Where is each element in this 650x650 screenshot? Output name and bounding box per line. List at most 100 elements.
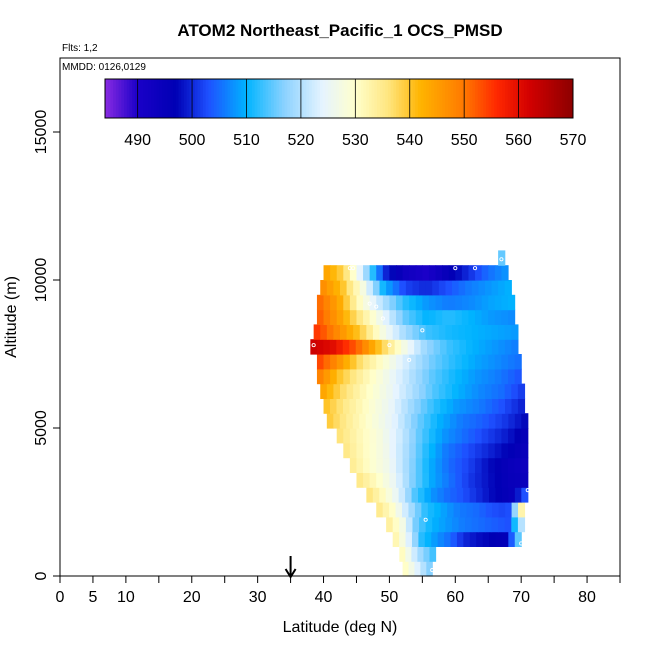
heatmap-cell xyxy=(421,502,429,518)
heatmap-cell xyxy=(469,413,477,429)
heatmap-cell xyxy=(365,413,373,429)
heatmap-cell xyxy=(438,383,447,399)
heatmap-cell xyxy=(412,324,420,340)
colorbar-swatch xyxy=(287,79,291,118)
heatmap-cell xyxy=(501,354,509,370)
colorbar-swatch xyxy=(385,79,389,118)
colorbar-swatch xyxy=(398,79,403,118)
heatmap-cell xyxy=(417,546,425,562)
colorbar-swatch xyxy=(105,79,109,118)
heatmap-cell xyxy=(343,309,351,325)
colorbar-swatch xyxy=(249,79,253,118)
colorbar-swatch xyxy=(192,79,196,118)
heatmap-cell xyxy=(504,383,512,399)
heatmap-cell xyxy=(508,472,516,488)
heatmap-cell xyxy=(482,487,490,503)
heatmap-cell xyxy=(409,457,417,473)
colorbar-swatch xyxy=(143,79,147,118)
heatmap-cell xyxy=(444,531,452,547)
colorbar-swatch xyxy=(341,79,345,118)
colorbar-swatch xyxy=(513,79,517,118)
heatmap-cell xyxy=(396,457,404,473)
points-layer xyxy=(311,257,530,573)
heatmap-cell xyxy=(445,383,453,399)
colorbar-swatch xyxy=(110,79,114,118)
heatmap-cell xyxy=(488,428,496,444)
colorbar-swatch xyxy=(202,79,207,118)
heatmap-cell xyxy=(521,413,529,429)
heatmap-cell xyxy=(514,457,522,473)
colorbar-swatch xyxy=(251,79,256,118)
colorbar-swatch xyxy=(339,79,343,118)
heatmap-cell xyxy=(369,472,377,488)
colorbar-swatch xyxy=(178,79,182,118)
heatmap-cell xyxy=(411,413,419,429)
heatmap-cell xyxy=(376,502,384,518)
heatmap-cell xyxy=(475,354,483,370)
heatmap-cell xyxy=(391,413,399,429)
heatmap-cell xyxy=(388,398,396,414)
heatmap-cell xyxy=(405,487,413,503)
heatmap-cell xyxy=(482,531,490,547)
colorbar-swatch xyxy=(477,79,481,118)
heatmap-cell xyxy=(442,472,450,488)
heatmap-cell xyxy=(376,457,384,473)
heatmap-cell xyxy=(514,487,522,503)
heatmap-cell xyxy=(468,294,476,311)
heatmap-cell xyxy=(369,457,377,473)
heatmap-cell xyxy=(450,531,458,547)
heatmap-cell xyxy=(376,294,384,311)
heatmap-cell xyxy=(382,354,391,370)
colorbar-swatch xyxy=(368,79,373,118)
colorbar-swatch xyxy=(532,79,536,118)
heatmap-cell xyxy=(402,472,410,488)
colorbar-swatch xyxy=(515,79,520,118)
heatmap-cell xyxy=(316,339,324,355)
heatmap-cell xyxy=(381,339,389,355)
heatmap-cell xyxy=(521,428,529,444)
heatmap-cell xyxy=(445,280,453,296)
heatmap-cell xyxy=(320,324,328,340)
colorbar-tick-label: 510 xyxy=(233,132,260,149)
heatmap-cell xyxy=(511,339,519,355)
heatmap-cell xyxy=(494,265,503,281)
heatmap-cell xyxy=(424,531,432,547)
heatmap-cell xyxy=(468,265,476,281)
heatmap-cell xyxy=(432,280,440,296)
colorbar-swatch xyxy=(510,79,514,118)
data-point xyxy=(499,257,504,262)
heatmap-cell xyxy=(386,324,394,340)
heatmap-cell xyxy=(379,487,387,503)
heatmap-cell xyxy=(409,428,417,444)
heatmap-cell xyxy=(428,294,437,311)
heatmap-cell xyxy=(479,398,487,414)
data-point xyxy=(380,316,385,321)
colorbar-swatch xyxy=(183,79,188,118)
heatmap-cell xyxy=(376,354,384,370)
heatmap-cell xyxy=(428,472,437,488)
heatmap-cell xyxy=(475,413,483,429)
heatmap-cell xyxy=(343,294,351,311)
heatmap-cell xyxy=(399,516,407,533)
heatmap-cell xyxy=(481,472,489,488)
heatmap-cell xyxy=(382,457,391,473)
x-tick-label: 40 xyxy=(315,589,333,606)
heatmap-cell xyxy=(425,324,433,340)
heatmap-cell xyxy=(415,309,423,325)
heatmap-cell xyxy=(448,294,456,311)
dates-text: MMDD: 0126,0129 xyxy=(62,62,146,73)
heatmap-cell xyxy=(453,339,461,355)
colorbar-swatch xyxy=(344,79,348,118)
heatmap-cell xyxy=(412,516,420,533)
heatmap-cell xyxy=(408,561,416,577)
heatmap-cell xyxy=(422,442,430,459)
heatmap-cell xyxy=(435,354,443,370)
heatmap-cell xyxy=(514,442,522,459)
heatmap-cell xyxy=(389,368,397,385)
heatmap-cell xyxy=(485,502,493,518)
heatmap-cell xyxy=(481,368,489,385)
heatmap-cell xyxy=(340,324,348,340)
heatmap-cell xyxy=(481,428,489,444)
heatmap-cell xyxy=(422,428,430,444)
colorbar-swatch xyxy=(170,79,174,118)
